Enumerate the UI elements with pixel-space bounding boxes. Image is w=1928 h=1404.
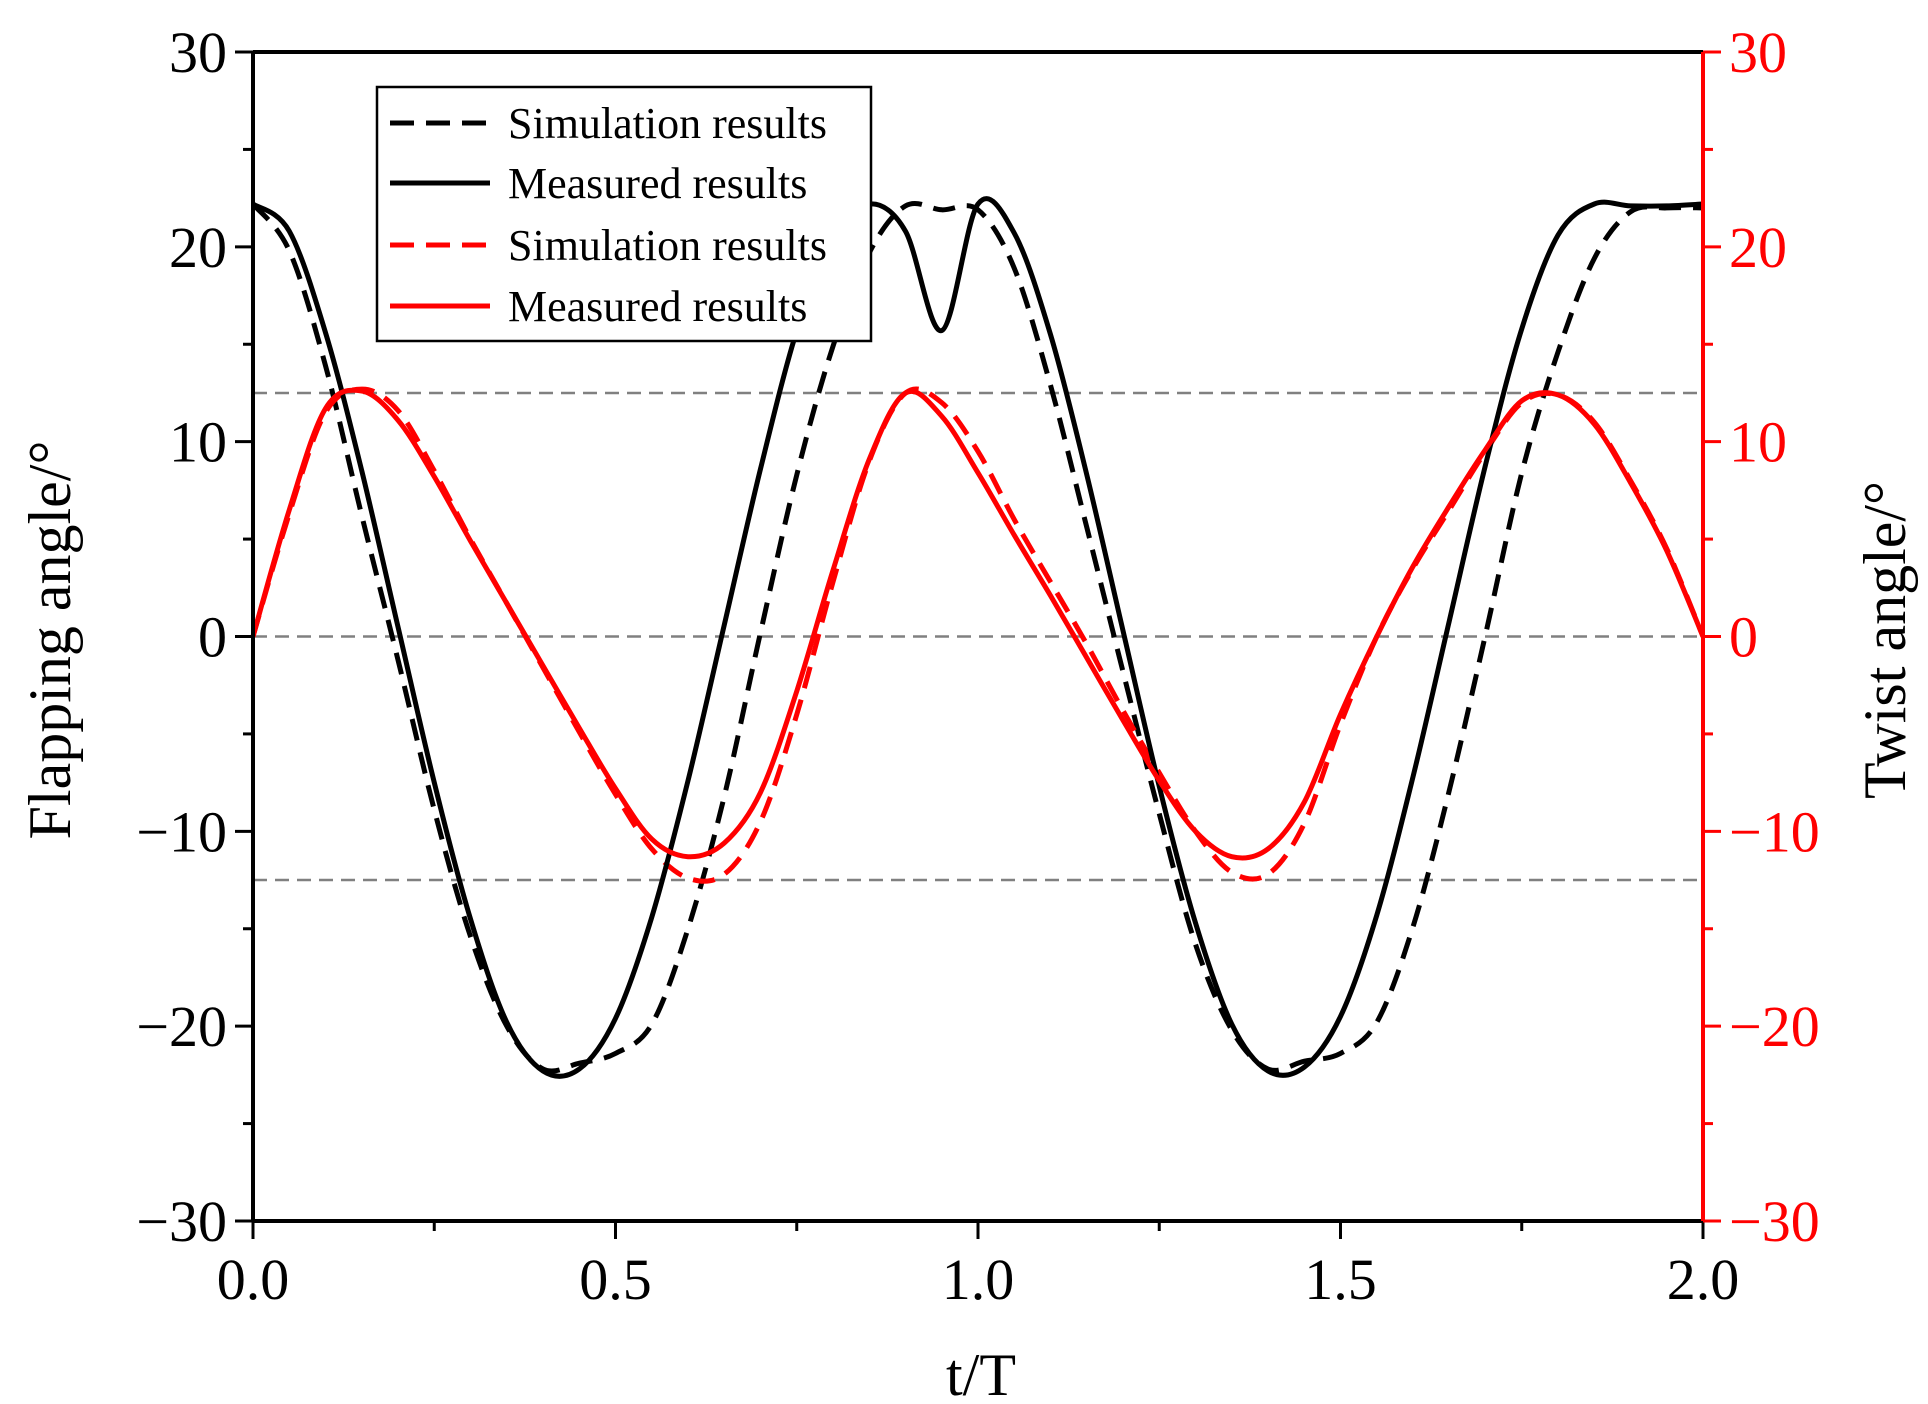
y-axis-title-right: Twist angle/° [1852,481,1918,799]
y-left-tick-label: −30 [136,1189,227,1254]
measured-twist-line [250,387,1706,861]
y-right-tick-label: 10 [1729,410,1787,475]
y-axis-title-left: Flapping angle/° [17,441,83,840]
x-tick-label: 0.5 [579,1247,652,1312]
legend-box [375,85,873,343]
y-left-tick-label: 10 [169,410,227,475]
x-tick-label: 1.5 [1304,1247,1377,1312]
y-right-tick-label: −20 [1729,994,1820,1059]
y-left-tick-label: −20 [136,994,227,1059]
y-left-tick-label: 0 [198,605,227,670]
y-left-tick-label: 20 [169,215,227,280]
axes [235,50,1721,1239]
legend-label-meas-twist: Measured results [508,282,807,331]
y-right-tick-label: −30 [1729,1189,1820,1254]
y-right-tick-label: −10 [1729,799,1820,864]
simulation-flapping-line [251,200,1704,1074]
x-tick-label: 1.0 [942,1247,1015,1312]
y-right-tick-label: 0 [1729,605,1758,670]
y-left-tick-label: 30 [169,20,227,85]
legend-label-sim-flap: Simulation results [508,99,827,148]
x-tick-label: 0.0 [217,1247,290,1312]
legend-label-meas-flap: Measured results [508,159,807,208]
y-left-tick-label: −10 [136,799,227,864]
x-tick-label: 2.0 [1667,1247,1740,1312]
y-right-tick-label: 20 [1729,215,1787,280]
series-layer [250,196,1706,1079]
y-right-tick-label: 30 [1729,20,1787,85]
tick-labels: 0.0 0.5 1.0 1.5 2.0−30 −30−20 −20−10 −100 010 102… [136,20,1819,1312]
legend-label-sim-twist: Simulation results [508,221,827,270]
simulation-twist-line [250,386,1706,884]
x-axis-title: t/T [946,1342,1016,1404]
legend: Simulation results Measured results Simu… [375,85,873,343]
measured-flapping-line [251,196,1704,1079]
